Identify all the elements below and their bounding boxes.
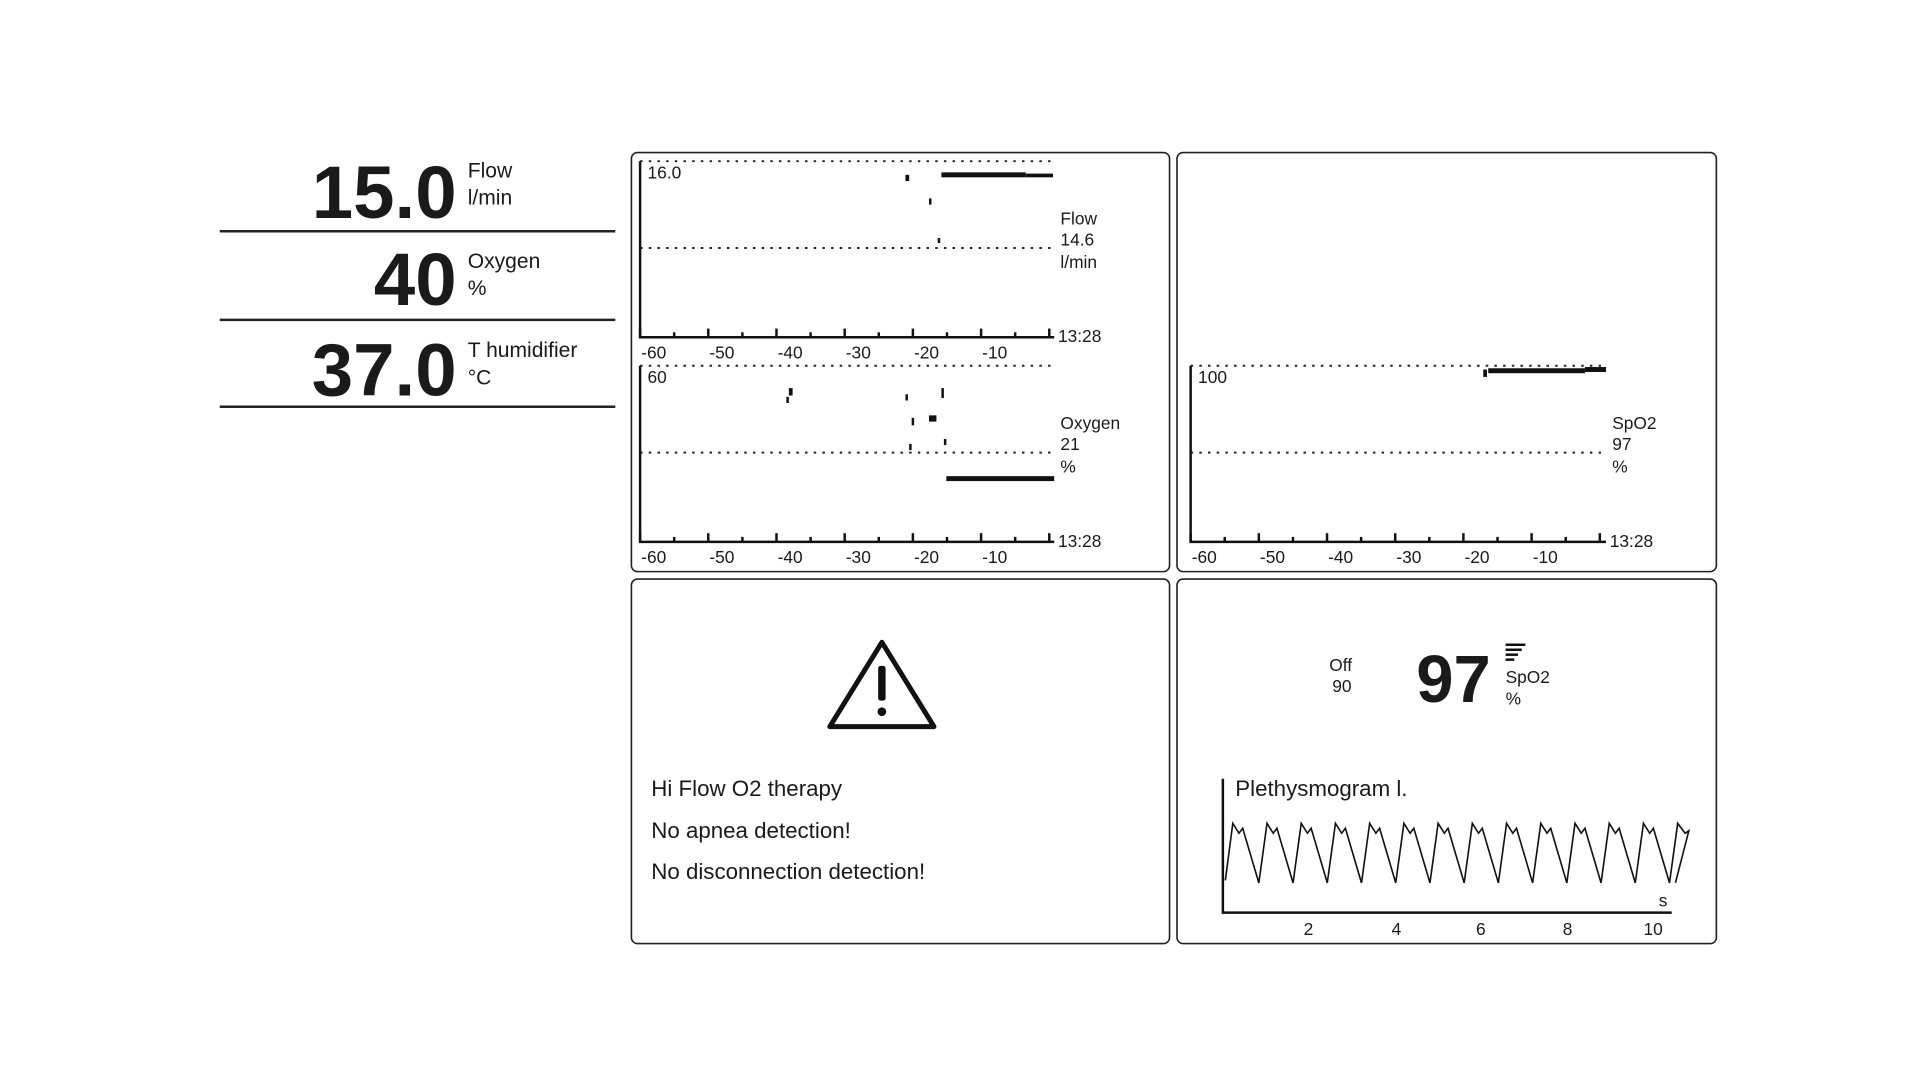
- pleth-x-unit: s: [1659, 890, 1668, 910]
- trend-time: 13:28: [1058, 326, 1101, 346]
- x-tick-label: -20: [1465, 547, 1490, 567]
- pleth-title: Plethysmogram l.: [1235, 776, 1407, 801]
- trend-axis: [638, 161, 1055, 339]
- readout-value: 40: [374, 238, 457, 321]
- x-tick-label: -60: [641, 342, 666, 362]
- trace: [1584, 367, 1607, 372]
- warning-panel: [630, 578, 1171, 945]
- alarm-status: Off: [1329, 655, 1352, 675]
- trend-panel: [1176, 151, 1718, 573]
- x-tick-label: -50: [709, 342, 734, 362]
- scale-top: 60: [648, 367, 667, 387]
- readout-name: T humidifier: [468, 339, 578, 362]
- pleth-tick-label: 10: [1643, 919, 1662, 939]
- trend-name: Flow: [1060, 208, 1097, 228]
- trend-name: SpO2: [1612, 413, 1656, 433]
- x-tick-label: -40: [778, 547, 803, 567]
- trace: [1488, 368, 1585, 374]
- trace: [937, 238, 941, 244]
- pleth-tick-label: 2: [1304, 919, 1314, 939]
- pleth-tick-label: 6: [1476, 919, 1486, 939]
- spo2-name: SpO2: [1506, 667, 1550, 687]
- trend-unit: %: [1612, 456, 1627, 476]
- trace: [929, 415, 937, 422]
- trend-unit: %: [1060, 456, 1075, 476]
- scale-top: 16.0: [648, 163, 682, 183]
- trace: [905, 174, 910, 182]
- trend-axis: [638, 365, 1055, 544]
- x-tick-label: -10: [1533, 547, 1558, 567]
- x-tick-label: -40: [778, 342, 803, 362]
- trend-value: 14.6: [1060, 230, 1094, 250]
- pleth-wave: [1224, 820, 1691, 884]
- trace: [911, 417, 915, 426]
- trend-value: 97: [1612, 434, 1631, 454]
- x-tick-label: -30: [1396, 547, 1421, 567]
- trace: [929, 198, 932, 205]
- trace: [786, 396, 789, 403]
- x-tick-label: -30: [846, 547, 871, 567]
- readout-unit: l/min: [468, 187, 512, 210]
- x-tick-label: -60: [1192, 547, 1217, 567]
- trace: [1483, 369, 1487, 377]
- x-tick-label: -20: [914, 547, 939, 567]
- trace: [909, 443, 912, 451]
- trend-name: Oxygen: [1060, 413, 1120, 433]
- trace: [788, 388, 793, 396]
- trend-value: 21: [1060, 434, 1079, 454]
- spo2-panel: [1176, 578, 1718, 945]
- readout-name: Oxygen: [468, 250, 541, 273]
- alarm-limit: 90: [1332, 676, 1351, 696]
- pleth-axis: [1221, 778, 1672, 914]
- trend-panel: [630, 151, 1171, 573]
- trend-time: 13:28: [1610, 531, 1653, 551]
- x-tick-label: -50: [1260, 547, 1285, 567]
- spo2-unit: %: [1506, 688, 1521, 708]
- warning-message: Hi Flow O2 therapy: [651, 776, 843, 801]
- readout-name: Flow: [468, 159, 513, 182]
- x-tick-label: -60: [641, 547, 666, 567]
- x-tick-label: -20: [914, 342, 939, 362]
- trace: [946, 476, 1055, 482]
- readout-value: 15.0: [312, 151, 457, 234]
- trace: [943, 438, 947, 446]
- x-tick-label: -10: [982, 547, 1007, 567]
- readout-unit: %: [468, 277, 487, 300]
- warning-messages: Hi Flow O2 therapy No apnea detection! N…: [651, 776, 925, 884]
- warning-message: No disconnection detection!: [651, 859, 925, 884]
- pleth-tick-label: 8: [1563, 919, 1573, 939]
- x-tick-label: -50: [709, 547, 734, 567]
- x-tick-label: -40: [1328, 547, 1353, 567]
- trace: [1025, 173, 1053, 178]
- scale-top: 100: [1198, 367, 1227, 387]
- warning-message: No apnea detection!: [651, 818, 851, 843]
- readouts: 15.0 Flow l/min 40 Oxygen % 37.0 T humid…: [219, 151, 616, 412]
- x-tick-label: -10: [982, 342, 1007, 362]
- spo2-value: 97: [1416, 642, 1490, 717]
- trend-traces: [786, 172, 1607, 482]
- readout-unit: °C: [468, 366, 492, 389]
- trend-time: 13:28: [1058, 531, 1101, 551]
- readout-value: 37.0: [312, 329, 457, 412]
- trend-unit: l/min: [1060, 252, 1097, 272]
- trend-axis: [1189, 365, 1607, 544]
- trace: [941, 172, 1026, 178]
- trace: [905, 394, 908, 401]
- signal-icon: [1505, 643, 1526, 661]
- warning-icon: [827, 639, 937, 730]
- pleth-tick-label: 4: [1392, 919, 1402, 939]
- trace: [941, 388, 944, 399]
- x-tick-label: -30: [846, 342, 871, 362]
